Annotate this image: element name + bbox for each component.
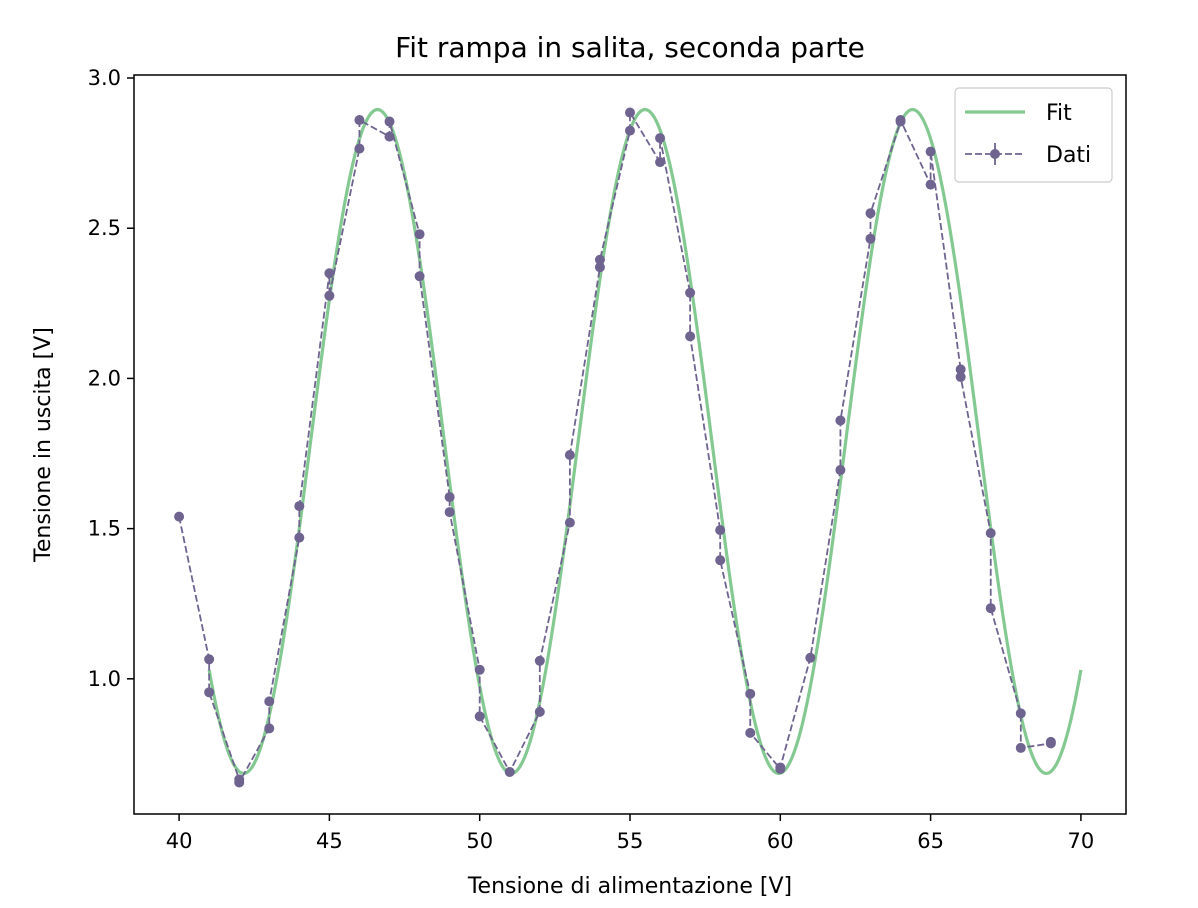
data-point	[444, 492, 455, 503]
plot-area	[174, 107, 1083, 788]
data-point	[1015, 708, 1026, 719]
data-point	[564, 517, 575, 528]
x-axis-label: Tensione di alimentazione [V]	[467, 874, 792, 899]
chart-title: Fit rampa in salita, seconda parte	[395, 31, 865, 64]
y-tick-label: 2.5	[88, 216, 121, 240]
y-tick-label: 1.0	[88, 667, 121, 691]
data-point	[865, 233, 876, 244]
data-point	[294, 532, 305, 543]
data-point	[294, 501, 305, 512]
data-point	[805, 652, 816, 663]
data-point	[324, 268, 335, 279]
data-point	[655, 133, 666, 144]
y-tick-label: 3.0	[88, 66, 121, 90]
y-tick-label: 2.0	[88, 366, 121, 390]
data-point	[955, 364, 966, 375]
data-point	[534, 655, 545, 666]
x-tick-label: 40	[166, 829, 193, 853]
data-point	[534, 706, 545, 717]
data-point	[715, 555, 726, 566]
data-point	[925, 179, 936, 190]
y-tick-label: 1.5	[88, 517, 121, 541]
data-point	[685, 287, 696, 298]
data-point	[1015, 742, 1026, 753]
data-point	[745, 688, 756, 699]
plot-frame	[133, 74, 1127, 815]
data-point	[414, 229, 425, 240]
data-point	[865, 208, 876, 219]
data-point	[204, 654, 215, 665]
x-tick-label: 45	[316, 829, 343, 853]
x-tick-label: 60	[767, 829, 794, 853]
data-point	[835, 465, 846, 476]
y-axis-label: Tensione in uscita [V]	[31, 327, 56, 563]
data-point	[384, 116, 395, 127]
data-point	[234, 777, 245, 788]
data-point	[745, 727, 756, 738]
data-point	[715, 525, 726, 536]
data-point	[384, 131, 395, 142]
data-point	[625, 125, 635, 136]
data-point	[474, 711, 485, 722]
data-point	[655, 157, 666, 168]
data-point	[594, 254, 605, 265]
data-point	[324, 290, 335, 301]
data-point	[504, 766, 515, 777]
axis-ticks: 40 45 50 55 60 65 70 1.0 1.5 2.0 2.5 3.0	[88, 66, 1095, 853]
fit-curve	[207, 107, 1083, 776]
data-point	[444, 507, 455, 518]
legend-fit-label: Fit	[1046, 101, 1072, 126]
data-point	[775, 762, 786, 773]
data-point	[594, 262, 605, 273]
x-tick-label: 55	[617, 829, 644, 853]
data-point	[925, 146, 936, 157]
legend-dati-marker	[990, 149, 1000, 159]
x-tick-label: 50	[466, 829, 493, 853]
data-point	[414, 271, 425, 282]
data-point	[264, 723, 275, 734]
data-point	[354, 115, 365, 126]
data-point	[204, 687, 215, 698]
data-point	[264, 696, 275, 707]
data-point	[354, 143, 365, 154]
data-point	[895, 115, 906, 126]
data-point	[835, 415, 846, 426]
x-tick-label: 70	[1068, 829, 1095, 853]
data-point	[564, 450, 575, 461]
data-point	[985, 528, 996, 539]
legend: Fit Dati	[954, 87, 1113, 183]
data-point	[955, 371, 966, 382]
x-tick-label: 65	[917, 829, 944, 853]
data-point	[474, 664, 485, 675]
data-point	[174, 511, 185, 522]
data-point	[985, 603, 996, 614]
data-point	[1045, 736, 1056, 747]
legend-dati-label: Dati	[1046, 143, 1091, 168]
data-point	[625, 107, 635, 118]
data-point	[685, 331, 696, 342]
